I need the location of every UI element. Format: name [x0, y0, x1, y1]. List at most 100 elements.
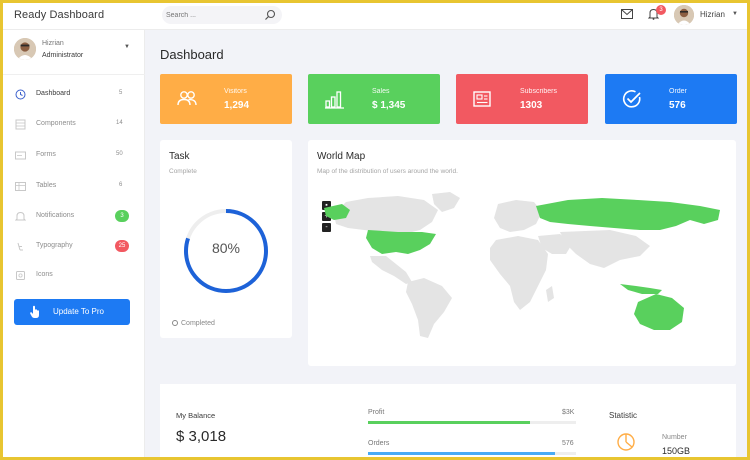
map-asia-south	[560, 230, 650, 268]
orders-label: Orders	[368, 440, 390, 447]
search-icon[interactable]	[264, 9, 276, 21]
stat-label: Subscribers	[520, 88, 557, 95]
sidebar-item-label: Components	[36, 120, 76, 127]
world-map-subtitle: Map of the distribution of users around …	[317, 168, 458, 175]
statistic-title: Statistic	[609, 411, 638, 420]
icons-icon	[16, 271, 25, 280]
sidebar-avatar[interactable]	[14, 38, 36, 60]
sidebar-item-typography[interactable]: Typography 25	[0, 236, 145, 258]
bell-icon	[15, 211, 26, 221]
sidebar-item-count: 5	[119, 90, 123, 96]
typography-badge: 25	[115, 240, 129, 252]
hand-pointer-icon	[30, 305, 39, 318]
legend-dot-icon	[172, 320, 178, 326]
sidebar-item-count: 14	[116, 120, 123, 126]
task-panel	[160, 140, 292, 338]
sidebar: Hizrian Administrator ▼ Dashboard 5 Comp…	[0, 30, 145, 460]
statistic-value: 150GB	[662, 446, 691, 456]
sidebar-item-forms[interactable]: Forms 50	[0, 145, 145, 167]
stat-value: 576	[669, 100, 686, 111]
balance-value: $ 3,018	[176, 428, 227, 445]
task-legend-label: Completed	[181, 320, 215, 327]
page-title: Dashboard	[160, 47, 224, 62]
map-australia	[634, 294, 684, 330]
statistic-label: Number	[662, 434, 687, 441]
stat-card-order[interactable]: Order 576	[605, 74, 737, 124]
sidebar-item-tables[interactable]: Tables 6	[0, 176, 145, 198]
profit-progress-bar	[368, 421, 531, 424]
sidebar-item-count: 6	[119, 182, 123, 188]
divider	[0, 74, 145, 75]
check-circle-icon	[622, 90, 641, 108]
task-progress-ring	[184, 209, 268, 293]
map-south-america	[406, 278, 452, 338]
map-greenland	[432, 192, 460, 212]
stat-value: 1,294	[224, 100, 250, 111]
map-mexico-central-america	[370, 256, 412, 284]
brand-title[interactable]: Ready Dashboard	[14, 9, 105, 21]
sidebar-item-icons[interactable]: Icons	[0, 265, 145, 287]
map-indonesia	[620, 284, 662, 294]
sidebar-item-label: Notifications	[36, 212, 75, 219]
map-pan-button[interactable]: ▪	[322, 201, 331, 210]
form-icon	[15, 151, 26, 160]
user-name[interactable]: Hizrian	[700, 10, 725, 19]
task-subtitle: Complete	[169, 168, 197, 175]
map-zoom-in-button[interactable]: +	[322, 212, 331, 221]
sidebar-item-label: Tables	[36, 182, 57, 189]
pie-chart-icon	[617, 433, 635, 451]
map-zoom-out-button[interactable]: -	[322, 223, 331, 232]
stat-label: Order	[669, 88, 687, 95]
map-canada	[334, 196, 438, 234]
sidebar-item-notifications[interactable]: Notifications 3	[0, 206, 145, 228]
top-navbar: Ready Dashboard 3 Hizrian ▼	[0, 0, 750, 30]
map-madagascar	[546, 286, 554, 302]
sidebar-item-label: Icons	[36, 271, 53, 278]
profit-value: $3K	[562, 409, 575, 416]
newspaper-icon	[473, 91, 491, 107]
stat-value: 1303	[520, 100, 543, 111]
update-to-pro-button[interactable]: Update To Pro	[14, 299, 130, 325]
stat-label: Visitors	[224, 88, 247, 95]
task-title: Task	[169, 151, 190, 162]
map-russia	[536, 198, 720, 230]
orders-value: 576	[562, 440, 574, 447]
world-map[interactable]	[320, 190, 736, 338]
notification-badge: 3	[656, 5, 666, 15]
avatar[interactable]	[674, 5, 694, 25]
stat-value: $ 1,345	[372, 100, 406, 111]
mail-icon[interactable]	[621, 9, 633, 19]
map-alaska	[324, 204, 350, 220]
task-percent: 80%	[211, 240, 241, 256]
sidebar-user-role: Administrator	[42, 52, 84, 59]
stat-card-subscribers[interactable]: Subscribers 1303	[456, 74, 588, 124]
map-europe	[494, 200, 542, 232]
orders-progress-track	[368, 452, 576, 455]
orders-progress-bar	[368, 452, 556, 455]
stat-label: Sales	[372, 88, 390, 95]
stat-card-sales[interactable]: Sales $ 1,345	[308, 74, 440, 124]
caret-down-icon[interactable]: ▼	[732, 11, 738, 17]
stat-card-visitors[interactable]: Visitors 1,294	[160, 74, 292, 124]
profit-progress-track	[368, 421, 576, 424]
typography-icon	[17, 242, 23, 251]
users-icon	[177, 91, 197, 106]
map-united-states	[366, 230, 436, 254]
notifications-badge: 3	[115, 210, 129, 222]
sidebar-item-label: Forms	[36, 151, 56, 158]
sidebar-user-name: Hizrian	[42, 40, 64, 47]
sidebar-item-label: Typography	[36, 242, 73, 249]
sidebar-item-count: 50	[116, 151, 123, 157]
clock-icon	[15, 89, 26, 100]
sidebar-item-components[interactable]: Components 14	[0, 114, 145, 136]
task-legend: Completed	[172, 320, 215, 327]
map-africa	[490, 236, 548, 310]
search-box	[162, 6, 282, 24]
world-map-title: World Map	[317, 151, 366, 162]
sidebar-item-label: Dashboard	[36, 90, 71, 97]
bar-chart-icon	[325, 91, 344, 109]
search-input[interactable]	[166, 8, 262, 22]
sidebar-item-dashboard[interactable]: Dashboard 5	[0, 84, 145, 106]
chevron-down-icon[interactable]: ▼	[124, 44, 130, 50]
table-icon	[15, 182, 26, 191]
